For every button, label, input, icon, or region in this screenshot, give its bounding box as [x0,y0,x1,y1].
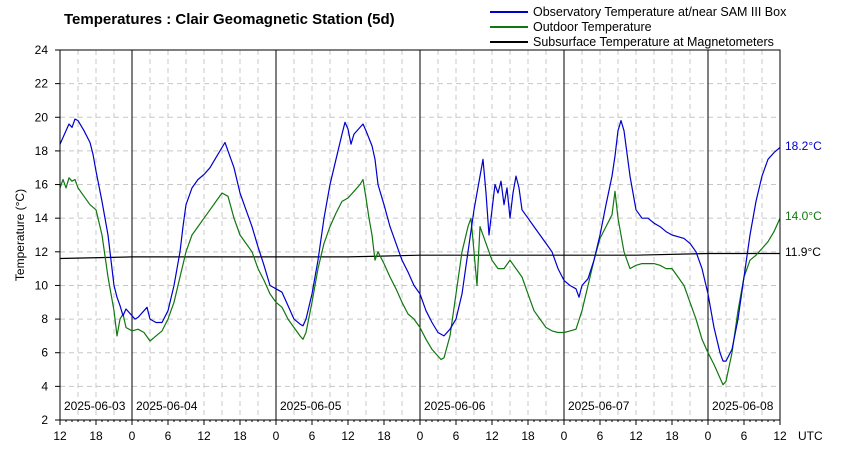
x-tick-label: 12 [629,429,643,443]
day-label: 2025-06-08 [712,399,774,413]
x-tick-label: 12 [53,429,67,443]
x-tick-label: 6 [309,429,316,443]
x-tick-label: 18 [521,429,535,443]
x-axis-unit: UTC [798,429,823,443]
x-axis: 12 18 0 6 12 18 0 6 12 18 0 6 12 18 0 6 12 18 0 6 12 [53,420,787,443]
x-tick-label: 12 [341,429,355,443]
x-tick-label: 0 [705,429,712,443]
y-tick-label: 12 [35,245,49,259]
y-tick-label: 18 [35,144,49,158]
series-line [59,118,781,362]
x-tick-label: 12 [197,429,211,443]
x-tick-label: 6 [597,429,604,443]
x-tick-label: 12 [485,429,499,443]
chart-title: Temperatures : Clair Geomagnetic Station… [64,11,395,28]
legend: Observatory Temperature at/near SAM III … [490,5,787,49]
x-tick-label: 18 [233,429,247,443]
x-tick-label: 0 [129,429,136,443]
x-tick-label: 0 [417,429,424,443]
x-tick-label: 0 [273,429,280,443]
y-tick-label: 24 [35,43,49,57]
end-labels: 18.2°C 14.0°C 11.9°C [785,139,822,259]
x-tick-label: 12 [773,429,787,443]
day-label: 2025-06-07 [568,399,630,413]
day-label: 2025-06-03 [64,399,126,413]
y-tick-label: 14 [35,211,49,225]
day-label: 2025-06-04 [136,399,198,413]
series-line [59,177,781,386]
y-tick-label: 16 [35,178,49,192]
x-tick-label: 18 [89,429,103,443]
series-layer [59,118,781,386]
y-tick-label: 22 [35,77,49,91]
y-tick-label: 4 [41,379,48,393]
x-tick-label: 6 [165,429,172,443]
x-tick-label: 18 [665,429,679,443]
day-labels: 2025-06-03 2025-06-04 2025-06-05 2025-06-06… [64,399,774,413]
legend-entry: Outdoor Temperature [533,20,652,34]
x-tick-label: 18 [377,429,391,443]
series-end-label: 18.2°C [785,139,822,153]
legend-entry: Observatory Temperature at/near SAM III … [533,5,787,19]
y-tick-label: 8 [41,312,48,326]
x-tick-label: 6 [741,429,748,443]
series-line [59,252,780,260]
y-tick-label: 6 [41,346,48,360]
series-end-label: 11.9°C [785,245,821,259]
series-end-label: 14.0°C [785,209,822,223]
x-tick-label: 0 [561,429,568,443]
y-tick-label: 2 [41,413,48,427]
day-separators [131,50,709,420]
day-label: 2025-06-05 [280,399,342,413]
y-tick-label: 10 [35,278,49,292]
day-label: 2025-06-06 [424,399,486,413]
x-tick-label: 6 [453,429,460,443]
legend-entry: Subsurface Temperature at Magnetometers [533,35,774,49]
y-tick-label: 20 [35,110,49,124]
y-axis-label: Temperature (°C) [13,189,27,281]
